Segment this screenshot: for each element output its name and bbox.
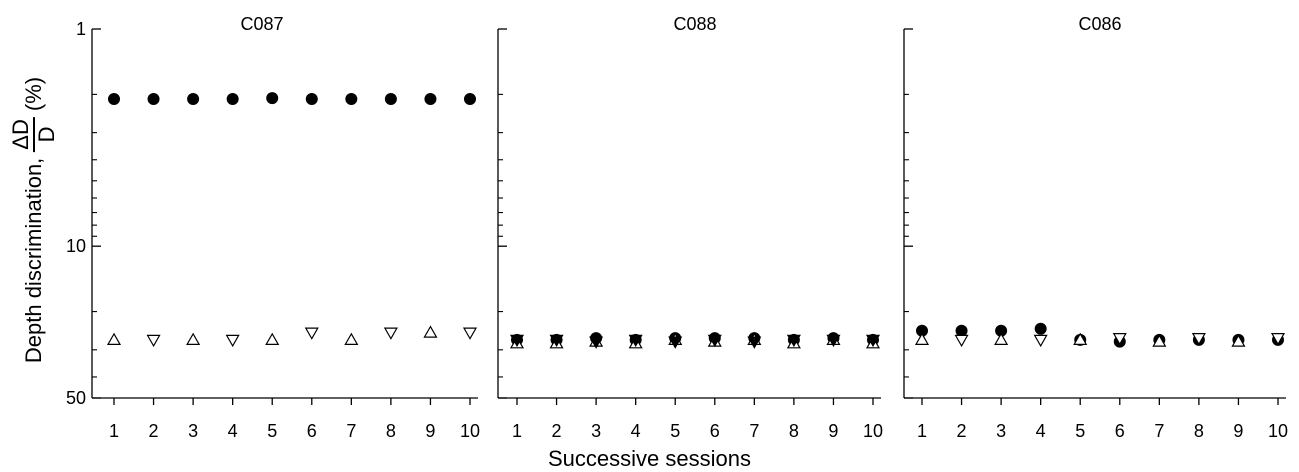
x-tick-label: 3 bbox=[591, 421, 601, 441]
x-tick-label: 1 bbox=[109, 421, 119, 441]
data-point-filled-triangle-down bbox=[747, 336, 762, 349]
data-point-filled-circle bbox=[108, 92, 120, 105]
data-point-open-triangle-up bbox=[1073, 332, 1088, 345]
data-point-open-triangle-up bbox=[994, 332, 1009, 345]
data-point-filled-circle bbox=[345, 92, 358, 105]
data-point-filled-triangle-down bbox=[628, 334, 643, 348]
data-point-open-triangle-up bbox=[344, 332, 359, 345]
x-tick-label: 6 bbox=[710, 421, 720, 441]
data-point-open-triangle-up bbox=[1231, 334, 1246, 347]
data-point-filled-triangle-down bbox=[826, 334, 841, 348]
data-point-open-triangle-up bbox=[1152, 334, 1167, 347]
data-point-open-triangle-up bbox=[106, 332, 122, 345]
panel-title: C088 bbox=[673, 14, 716, 34]
data-point-open-triangle-down bbox=[304, 327, 319, 340]
data-point-filled-circle bbox=[955, 324, 968, 337]
x-tick-label: 9 bbox=[425, 421, 435, 441]
data-point-open-triangle-down bbox=[383, 327, 398, 340]
data-point-open-triangle-down bbox=[225, 334, 240, 348]
data-point-filled-circle bbox=[464, 92, 476, 105]
data-point-filled-circle bbox=[384, 92, 397, 105]
data-point-filled-circle bbox=[187, 92, 200, 105]
y-tick-label: 10 bbox=[66, 236, 86, 256]
data-point-open-triangle-up bbox=[186, 332, 201, 345]
x-tick-label: 4 bbox=[631, 421, 641, 441]
data-point-filled-circle bbox=[305, 92, 318, 105]
x-tick-label: 10 bbox=[863, 421, 883, 441]
x-tick-label: 7 bbox=[1154, 421, 1164, 441]
data-point-filled-triangle-down bbox=[668, 336, 683, 349]
y-tick-label: 1 bbox=[76, 19, 86, 39]
y-tick-label: 50 bbox=[66, 388, 86, 408]
x-tick-label: 8 bbox=[1194, 421, 1204, 441]
data-point-open-triangle-down bbox=[1033, 334, 1048, 348]
data-point-open-triangle-up bbox=[914, 332, 930, 345]
x-tick-label: 7 bbox=[346, 421, 356, 441]
data-point-filled-circle bbox=[1034, 322, 1047, 335]
x-axis-label: Successive sessions bbox=[548, 446, 751, 471]
x-tick-label: 6 bbox=[1115, 421, 1125, 441]
x-tick-label: 3 bbox=[188, 421, 198, 441]
x-tick-label: 4 bbox=[228, 421, 238, 441]
x-tick-label: 10 bbox=[1268, 421, 1288, 441]
x-tick-label: 9 bbox=[1233, 421, 1243, 441]
x-tick-label: 5 bbox=[267, 421, 277, 441]
x-tick-label: 1 bbox=[917, 421, 927, 441]
data-point-filled-triangle-down bbox=[549, 334, 564, 348]
data-point-open-triangle-down bbox=[1112, 333, 1127, 346]
data-point-filled-circle bbox=[147, 92, 160, 105]
data-point-filled-triangle-down bbox=[509, 334, 525, 348]
data-point-filled-triangle-down bbox=[589, 336, 604, 349]
data-point-filled-triangle-down bbox=[707, 334, 722, 348]
panel-title: C087 bbox=[240, 14, 283, 34]
x-tick-label: 2 bbox=[149, 421, 159, 441]
data-point-open-triangle-down bbox=[954, 334, 969, 348]
x-tick-label: 2 bbox=[957, 421, 967, 441]
x-tick-label: 8 bbox=[789, 421, 799, 441]
data-point-open-triangle-up bbox=[265, 332, 280, 345]
data-point-open-triangle-up bbox=[423, 325, 438, 338]
data-point-filled-triangle-down bbox=[865, 334, 881, 348]
x-tick-label: 10 bbox=[460, 421, 480, 441]
x-tick-label: 4 bbox=[1036, 421, 1046, 441]
x-tick-label: 2 bbox=[552, 421, 562, 441]
data-point-filled-circle bbox=[266, 92, 279, 105]
x-tick-label: 1 bbox=[512, 421, 522, 441]
data-point-filled-circle bbox=[226, 92, 239, 105]
x-tick-label: 7 bbox=[749, 421, 759, 441]
data-point-open-triangle-down bbox=[1270, 333, 1286, 346]
data-point-open-triangle-down bbox=[462, 327, 478, 340]
data-point-open-triangle-down bbox=[1191, 333, 1206, 346]
x-tick-label: 8 bbox=[386, 421, 396, 441]
x-tick-label: 9 bbox=[828, 421, 838, 441]
x-tick-label: 5 bbox=[670, 421, 680, 441]
x-tick-label: 5 bbox=[1075, 421, 1085, 441]
x-tick-label: 6 bbox=[307, 421, 317, 441]
data-point-filled-triangle-down bbox=[786, 334, 801, 348]
x-tick-label: 3 bbox=[996, 421, 1006, 441]
data-point-open-triangle-down bbox=[146, 334, 161, 348]
data-point-filled-circle bbox=[424, 92, 437, 105]
panel-title: C086 bbox=[1078, 14, 1121, 34]
